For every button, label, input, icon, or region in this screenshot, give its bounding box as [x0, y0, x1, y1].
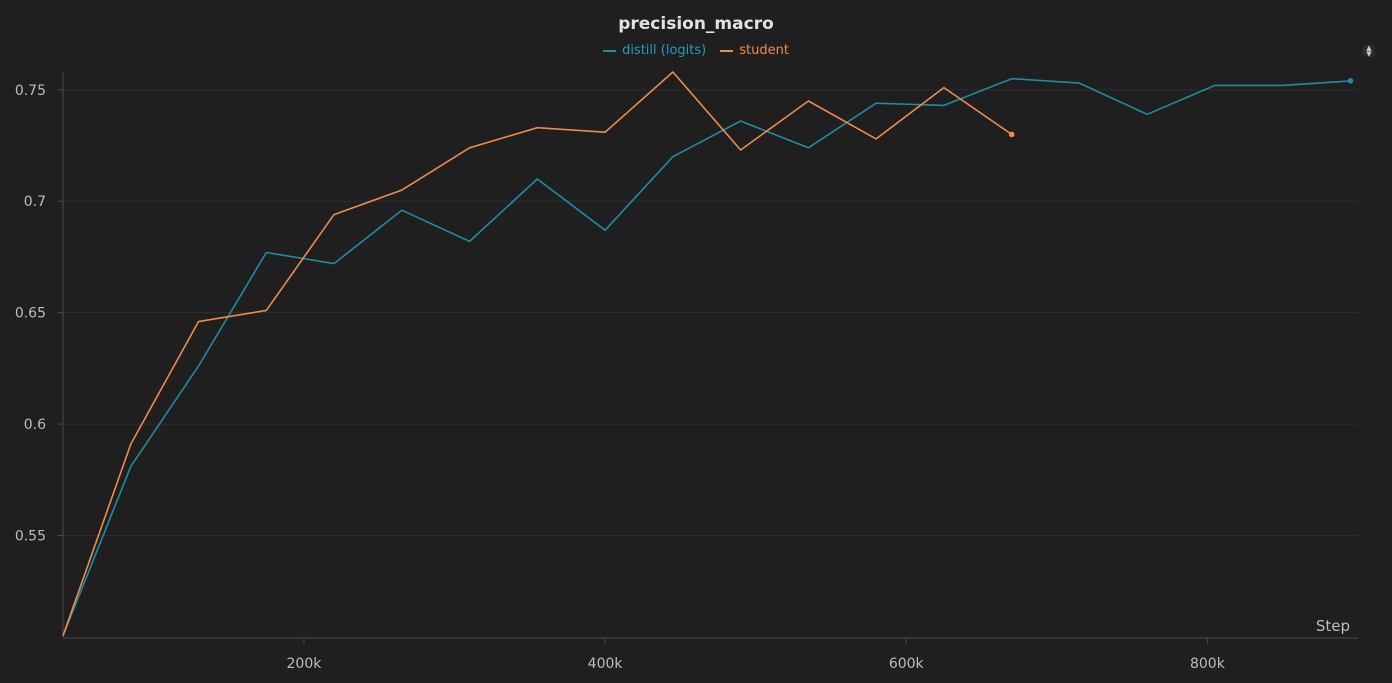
- legend-item-student[interactable]: student: [720, 43, 789, 58]
- y-axis-ticks: 0.55 0.6 0.65 0.7 0.75: [15, 83, 63, 544]
- series-line-distill-logits[interactable]: [62, 77, 1351, 637]
- y-tick-label: 0.55: [15, 528, 46, 544]
- y-tick-label: 0.65: [15, 306, 46, 322]
- legend-swatch-student: [720, 49, 734, 52]
- x-tick-label: 200k: [287, 656, 323, 672]
- x-tick-label: 400k: [588, 656, 624, 672]
- legend-swatch-distill-logits: [603, 49, 617, 52]
- x-tick-label: 600k: [889, 656, 925, 672]
- legend-label-student: student: [739, 43, 789, 58]
- y-tick-label: 0.75: [15, 83, 46, 99]
- series-end-point-student: [1008, 131, 1015, 138]
- legend-item-distill-logits[interactable]: distill (logits): [603, 43, 706, 58]
- x-tick-label: 800k: [1190, 656, 1226, 672]
- chart-title: precision_macro: [618, 14, 774, 34]
- up-down-chevron-icon[interactable]: ▲ ▼: [1363, 45, 1375, 58]
- chart-legend: distill (logits) student: [0, 43, 1392, 58]
- y-tick-label: 0.7: [24, 194, 46, 210]
- x-axis-ticks: 200k 400k 600k 800k: [287, 638, 1226, 672]
- legend-label-distill-logits: distill (logits): [622, 43, 707, 58]
- grid-lines: [63, 89, 1358, 536]
- series-end-point-distill-logits: [1347, 78, 1354, 84]
- x-axis-label: Step: [1316, 617, 1350, 635]
- y-tick-label: 0.6: [24, 417, 46, 433]
- series-line-student[interactable]: [62, 71, 1013, 637]
- series-lines: [62, 71, 1354, 637]
